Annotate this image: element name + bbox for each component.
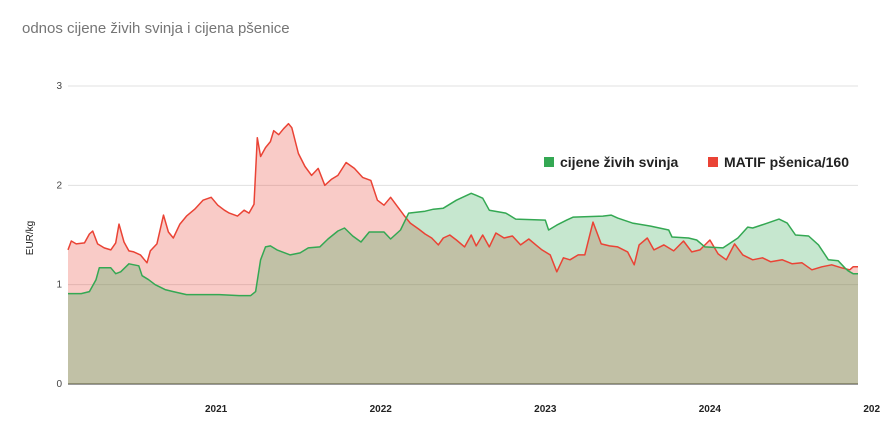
y-tick-label-3: 3 <box>56 81 62 92</box>
series-areas <box>68 123 858 384</box>
y-tick-label-0: 0 <box>56 379 62 390</box>
y-tick-label-2: 2 <box>56 180 62 191</box>
legend-swatch <box>708 157 718 167</box>
line-wheat-prices <box>67 122 858 273</box>
y-axis-ticks: 0 1 2 3 <box>56 81 62 390</box>
chart-title: odnos cijene živih svinja i cijena pšeni… <box>22 20 290 37</box>
gridlines <box>68 85 858 385</box>
x-tick-label-2025: 2025 <box>863 404 880 415</box>
line-pig-prices <box>68 192 858 297</box>
legend-item-wheat-prices: MATIF pšenica/160 <box>708 154 849 170</box>
legend-label: cijene živih svinja <box>560 154 678 170</box>
x-tick-label-2022: 2022 <box>370 404 393 415</box>
legend-item-pig-prices: cijene živih svinja <box>544 154 678 170</box>
series-lines <box>67 122 858 297</box>
legend-swatch <box>544 157 554 167</box>
x-axis-ticks: 2021 2022 2023 2024 2025 <box>205 404 880 415</box>
area-pig-prices <box>68 193 858 384</box>
area-wheat-prices <box>68 123 858 384</box>
x-tick-label-2024: 2024 <box>699 404 722 415</box>
legend-label: MATIF pšenica/160 <box>724 154 849 170</box>
legend: cijene živih svinja MATIF pšenica/160 <box>544 154 849 170</box>
x-tick-label-2021: 2021 <box>205 404 228 415</box>
y-axis-label: EUR/kg <box>25 221 36 255</box>
y-tick-label-1: 1 <box>56 280 62 291</box>
x-tick-label-2023: 2023 <box>534 404 557 415</box>
